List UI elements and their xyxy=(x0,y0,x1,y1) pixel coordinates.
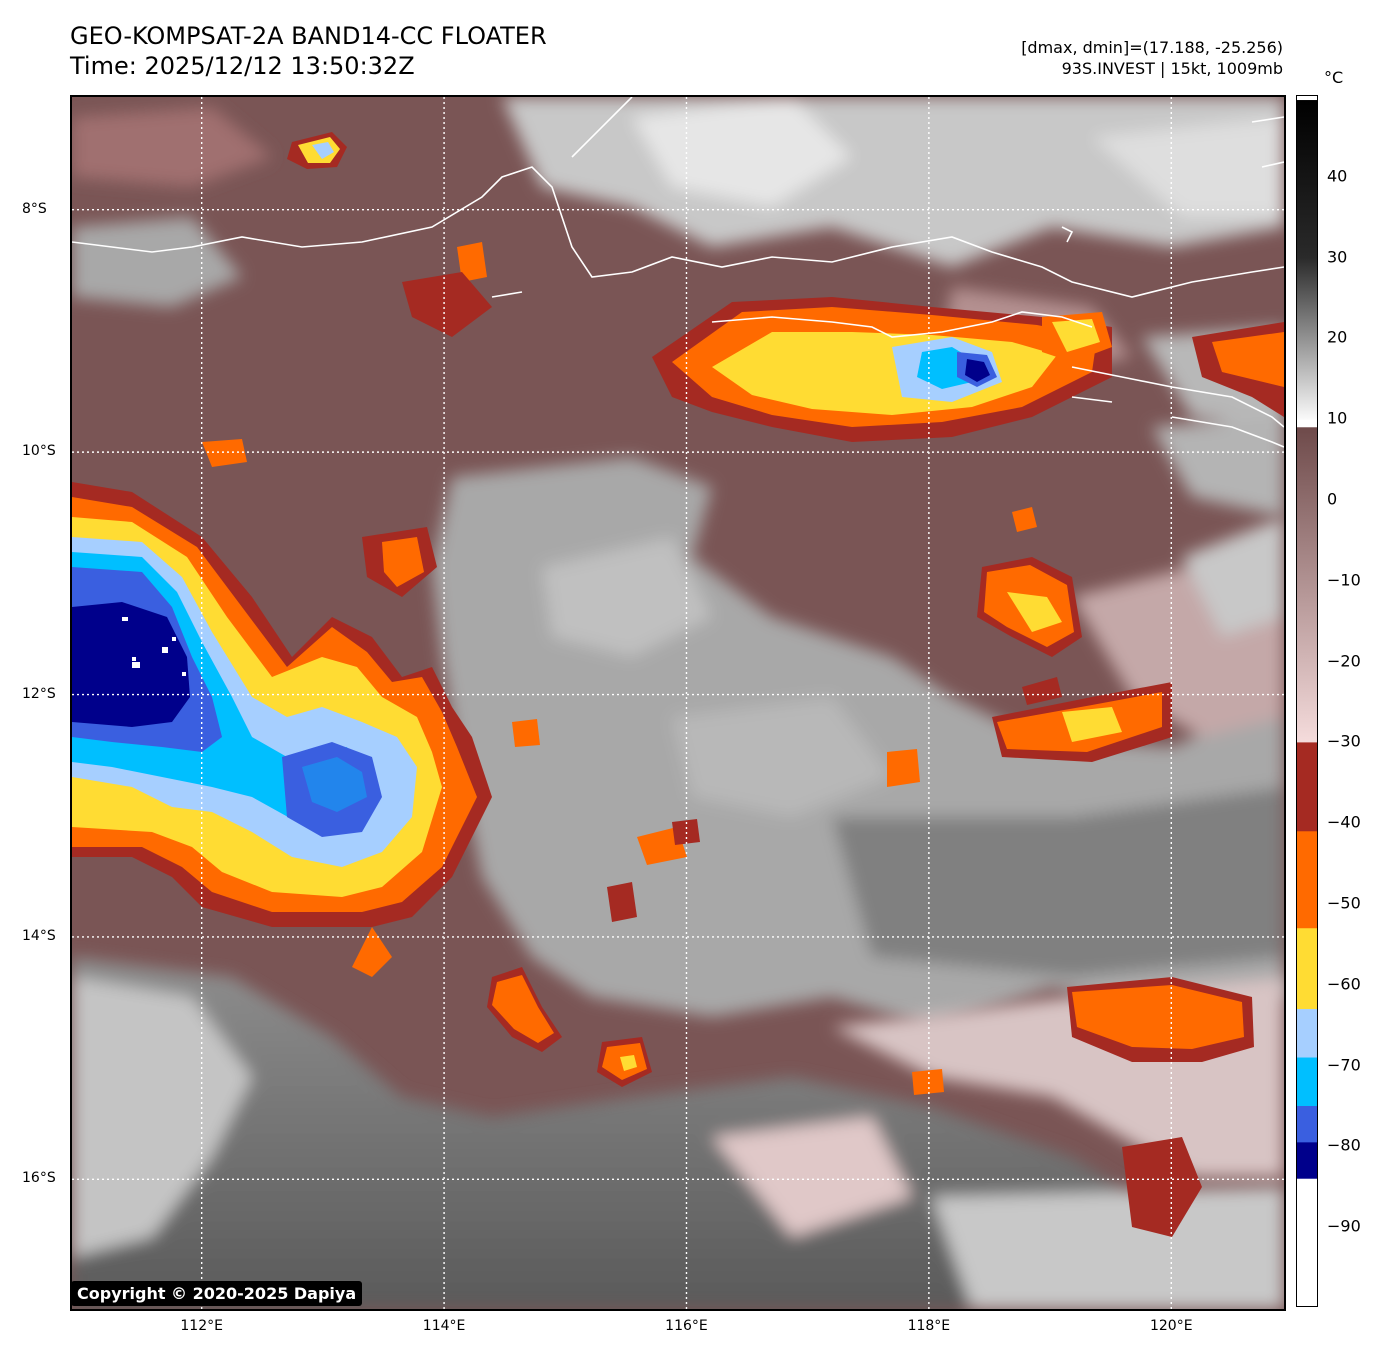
gridlines xyxy=(72,97,1284,1309)
colorbar-segment xyxy=(1297,1057,1317,1107)
satellite-map xyxy=(70,95,1286,1311)
data-range-info: [dmax, dmin]=(17.188, -25.256) xyxy=(1021,38,1283,57)
colorbar-segment xyxy=(1297,742,1317,832)
chart-timestamp: Time: 2025/12/12 13:50:32Z xyxy=(70,52,415,80)
colorbar-segment xyxy=(1297,831,1317,929)
cb-tick-neg10: −10 xyxy=(1327,570,1361,590)
cb-tick-neg30: −30 xyxy=(1327,731,1361,751)
coastlines xyxy=(72,97,1284,448)
convective-cells xyxy=(202,132,1254,1237)
lon-label-120e: 120°E xyxy=(1149,1318,1193,1334)
cb-tick-neg20: −20 xyxy=(1327,651,1361,671)
chart-title: GEO-KOMPSAT-2A BAND14-CC FLOATER xyxy=(70,22,547,50)
lon-label-118e: 118°E xyxy=(907,1318,951,1334)
colorbar-segment xyxy=(1297,1142,1317,1180)
cold-core-pixels xyxy=(122,617,186,676)
colorbar-segment xyxy=(1297,1178,1317,1305)
lat-label-16s: 16°S xyxy=(22,1170,56,1187)
lon-label-114e: 114°E xyxy=(422,1318,466,1334)
colorbar-unit: °C xyxy=(1324,68,1344,87)
lat-label-8s: 8°S xyxy=(22,200,47,217)
lat-label-14s: 14°S xyxy=(22,927,56,944)
lon-label-116e: 116°E xyxy=(665,1318,708,1334)
south-cloud-layer xyxy=(72,957,1284,1309)
colorbar xyxy=(1296,95,1318,1307)
storm-info: 93S.INVEST | 15kt, 1009mb xyxy=(1061,59,1283,78)
cb-tick-20: 20 xyxy=(1327,327,1348,347)
convective-cloud-northeast xyxy=(652,297,1284,442)
lon-label-112e: 112°E xyxy=(180,1318,223,1334)
cb-tick-40: 40 xyxy=(1327,166,1348,186)
copyright-label: Copyright © 2020-2025 Dapiya xyxy=(71,1281,363,1306)
cb-tick-neg90: −90 xyxy=(1327,1216,1361,1236)
colorbar-segment xyxy=(1297,1106,1317,1143)
colorbar-segment xyxy=(1297,928,1317,1010)
mid-cloud-layer xyxy=(432,457,1284,1027)
satellite-imagery xyxy=(72,97,1284,1309)
cb-tick-neg80: −80 xyxy=(1327,1135,1361,1155)
colorbar-segment xyxy=(1297,427,1317,743)
cb-tick-0: 0 xyxy=(1327,489,1338,509)
cb-tick-30: 30 xyxy=(1327,247,1348,267)
lat-label-12s: 12°S xyxy=(22,685,56,702)
colorbar-gradient xyxy=(1297,100,1317,1305)
lat-label-10s: 10°S xyxy=(22,443,56,460)
cb-tick-neg60: −60 xyxy=(1327,974,1361,994)
cb-tick-neg70: −70 xyxy=(1327,1055,1361,1075)
colorbar-segment xyxy=(1297,257,1317,420)
cb-tick-neg40: −40 xyxy=(1327,812,1361,832)
cb-tick-10: 10 xyxy=(1327,408,1348,428)
colorbar-segment xyxy=(1297,100,1317,259)
colorbar-segment xyxy=(1297,1009,1317,1059)
convective-cloud-west xyxy=(72,482,492,977)
cb-tick-neg50: −50 xyxy=(1327,893,1361,913)
